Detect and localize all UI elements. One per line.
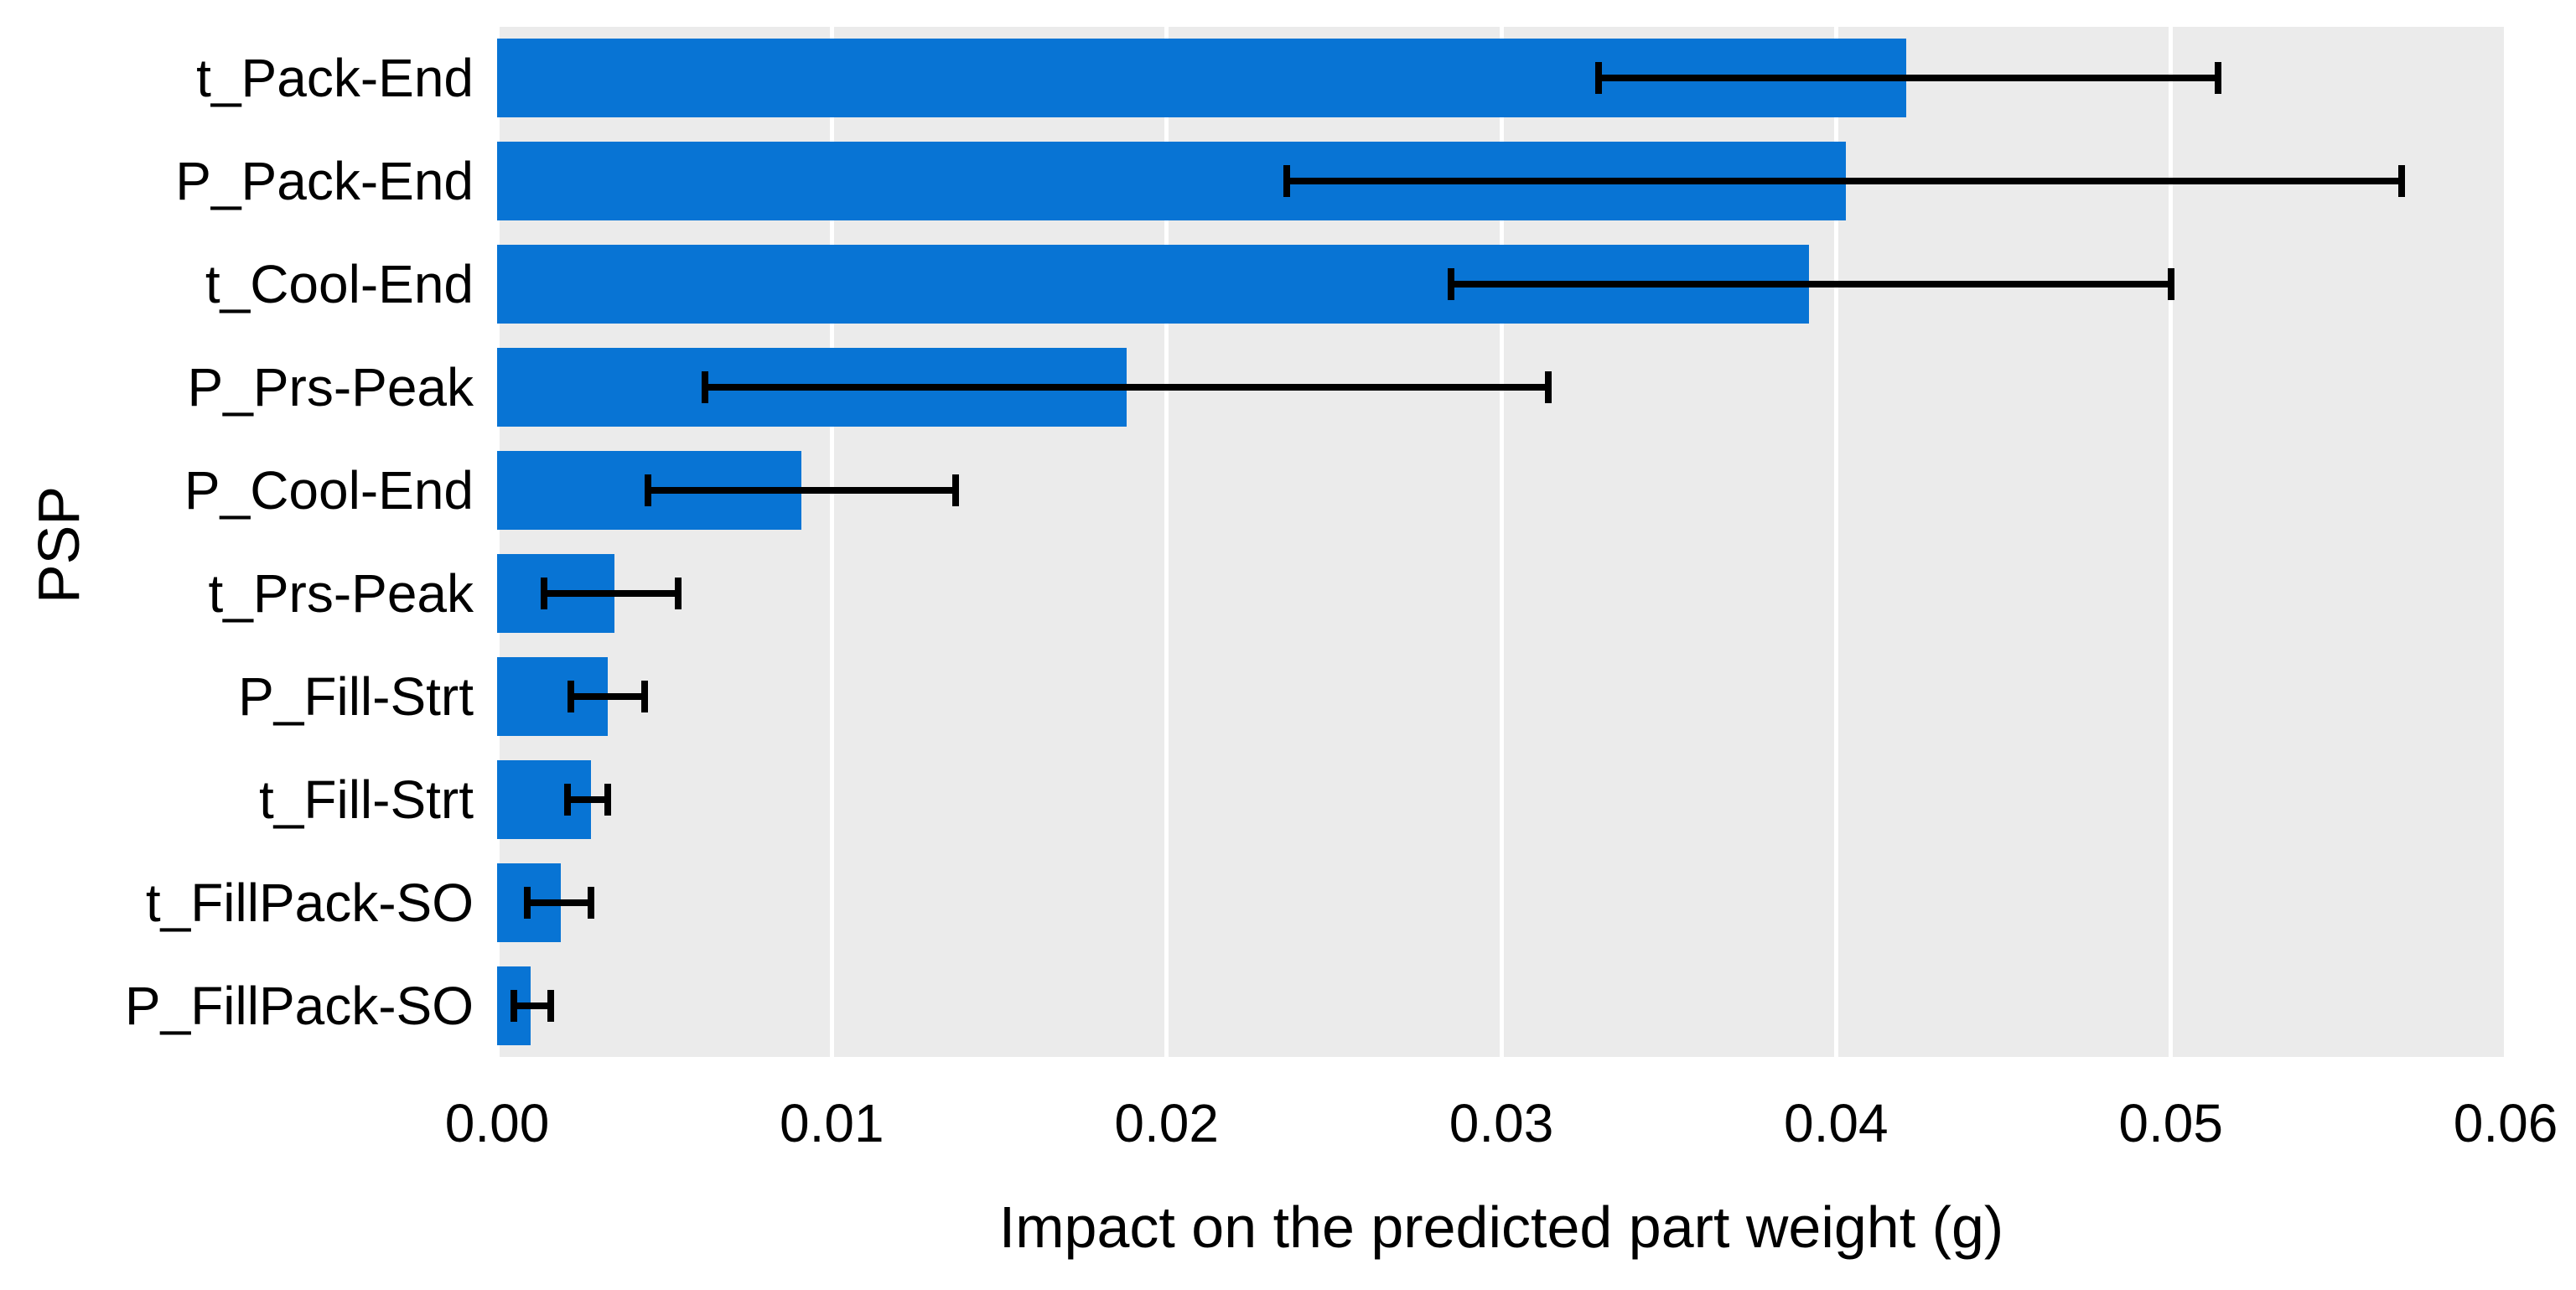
y-tick-label: t_Pack-End (196, 48, 474, 109)
x-gridline (495, 27, 500, 1057)
error-bar-cap (587, 886, 594, 919)
error-bar (704, 384, 1548, 391)
error-bar-cap (640, 680, 648, 712)
x-gridline (1164, 27, 1169, 1057)
y-tick-label: t_Fill-Strt (259, 769, 474, 830)
error-bar (570, 692, 645, 700)
error-bar-cap (1544, 371, 1552, 404)
error-bar (543, 589, 678, 597)
y-tick-label: P_FillPack-SO (124, 975, 474, 1036)
error-bar-cap (1448, 268, 1455, 301)
error-bar-cap (2167, 268, 2174, 301)
x-tick-label: 0.04 (1784, 1093, 1889, 1153)
error-bar-cap (567, 680, 574, 712)
x-tick-label: 0.00 (444, 1093, 550, 1153)
error-bar-cap (547, 989, 554, 1022)
x-axis-title: Impact on the predicted part weight (g) (998, 1194, 2004, 1260)
y-tick-label: t_Prs-Peak (208, 562, 474, 624)
y-axis-title: PSP (26, 485, 91, 604)
x-gridline (829, 27, 834, 1057)
x-tick-label: 0.01 (780, 1093, 884, 1153)
error-bar-cap (2214, 62, 2221, 95)
error-bar-cap (701, 371, 708, 404)
error-bar (513, 1002, 551, 1009)
x-gridline (1499, 27, 1504, 1057)
error-bar-cap (510, 989, 517, 1022)
error-bar (1598, 75, 2218, 82)
error-bar-cap (563, 783, 571, 816)
error-bar-cap (644, 474, 651, 507)
x-axis-tick-row: 0.00 0.01 0.02 0.03 0.04 0.05 0.06 (0, 1092, 2576, 1159)
error-bar-cap (1594, 62, 1602, 95)
x-gridline (2503, 27, 2508, 1057)
error-bar (1287, 178, 2402, 185)
y-tick-label: P_Pack-End (175, 151, 474, 212)
y-tick-label: P_Prs-Peak (187, 357, 474, 418)
error-bar-cap (674, 577, 682, 609)
error-bar-cap (1283, 165, 1291, 198)
y-tick-label: P_Fill-Strt (238, 666, 474, 727)
y-tick-label: t_Cool-End (205, 254, 474, 315)
plot-panel (495, 27, 2508, 1057)
y-axis-labels: t_Pack-End P_Pack-End t_Cool-End P_Prs-Peak… (0, 27, 474, 1057)
y-tick-label: P_Cool-End (184, 460, 474, 521)
error-bar-cap (523, 886, 531, 919)
x-tick-label: 0.06 (2453, 1093, 2558, 1153)
error-bar (526, 899, 591, 906)
x-tick-label: 0.03 (1449, 1093, 1554, 1153)
error-bar (567, 795, 608, 803)
error-bar (647, 487, 956, 495)
x-tick-label: 0.05 (2118, 1093, 2223, 1153)
error-bar-cap (540, 577, 547, 609)
error-bar-cap (2398, 165, 2406, 198)
error-bar-cap (952, 474, 960, 507)
x-gridline (1833, 27, 1838, 1057)
x-gridline (2169, 27, 2174, 1057)
x-tick-label: 0.02 (1114, 1093, 1219, 1153)
error-bar (1451, 281, 2171, 288)
y-tick-label: t_FillPack-SO (145, 872, 474, 933)
error-bar-cap (604, 783, 611, 816)
